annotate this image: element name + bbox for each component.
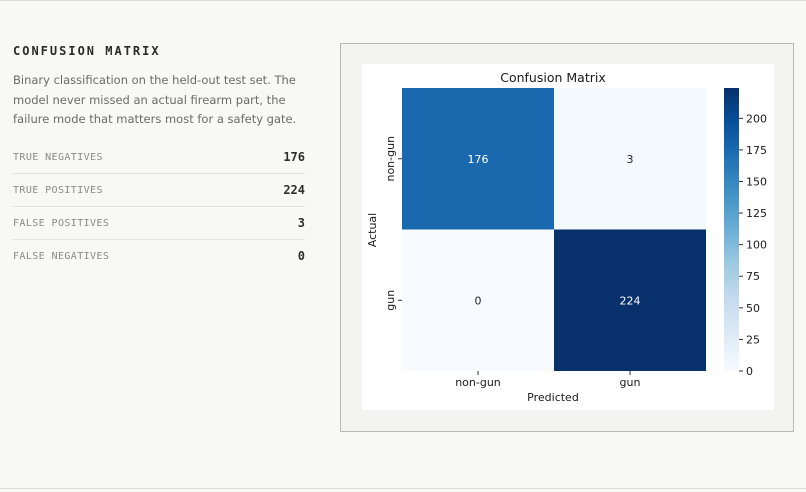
- heatmap-cell-1-1: [554, 229, 706, 371]
- y-tick-label-0: non-gun: [384, 136, 397, 182]
- top-divider: [0, 0, 806, 1]
- cell-value-0-1: 3: [627, 153, 634, 166]
- heatmap-cell-0-1: [554, 88, 706, 230]
- y-axis-label: Actual: [366, 213, 379, 247]
- colorbar-tick-label-150: 150: [746, 175, 767, 188]
- heatmap-cell-labels: 176 3 0 224: [468, 153, 641, 308]
- metric-value: 3: [297, 216, 305, 230]
- figure-frame: Confusion Matrix 176 3 0 224 non-gun gun non…: [340, 43, 794, 432]
- x-tick-label-1: gun: [620, 376, 641, 389]
- heatmap-cell-1-0: [402, 229, 554, 371]
- metric-row-false-positives: FALSE POSITIVES 3: [13, 207, 305, 240]
- confusion-matrix-chart: Confusion Matrix 176 3 0 224 non-gun gun non…: [366, 70, 767, 404]
- cell-value-1-1: 224: [620, 294, 641, 307]
- colorbar-tick-label-50: 50: [746, 302, 760, 315]
- cell-value-0-0: 176: [468, 153, 489, 166]
- metric-value: 176: [283, 150, 305, 164]
- bottom-divider: [0, 488, 806, 489]
- section-title: CONFUSION MATRIX: [13, 44, 161, 58]
- metric-label: FALSE POSITIVES: [13, 217, 110, 229]
- metric-label: FALSE NEGATIVES: [13, 250, 110, 262]
- colorbar-ticks: 0 25 50 75 100 125 150 175 200: [739, 112, 767, 378]
- heatmap-cells: [402, 88, 706, 371]
- cell-value-1-0: 0: [475, 294, 482, 307]
- metric-label: TRUE POSITIVES: [13, 184, 103, 196]
- metric-row-true-positives: TRUE POSITIVES 224: [13, 174, 305, 207]
- x-axis-label: Predicted: [527, 391, 579, 404]
- colorbar-tick-label-0: 0: [746, 365, 753, 378]
- x-tick-label-0: non-gun: [455, 376, 501, 389]
- y-tick-label-1: gun: [384, 290, 397, 311]
- metric-value: 0: [297, 249, 305, 263]
- colorbar-tick-label-25: 25: [746, 333, 760, 346]
- colorbar-tick-label-175: 175: [746, 144, 767, 157]
- colorbar-tick-label-75: 75: [746, 270, 760, 283]
- metric-value: 224: [283, 183, 305, 197]
- colorbar-tick-label-125: 125: [746, 207, 767, 220]
- colorbar-tick-label-200: 200: [746, 112, 767, 125]
- section-description: Binary classification on the held-out te…: [13, 73, 297, 126]
- metric-label: TRUE NEGATIVES: [13, 151, 103, 163]
- heatmap-cell-0-0: [402, 88, 554, 230]
- y-axis-ticks: non-gun gun: [384, 136, 402, 311]
- x-axis-ticks: non-gun gun: [455, 371, 640, 389]
- chart-title: Confusion Matrix: [500, 70, 606, 85]
- metrics-list: TRUE NEGATIVES 176 TRUE POSITIVES 224 FA…: [13, 141, 305, 272]
- figure-canvas: Confusion Matrix 176 3 0 224 non-gun gun non…: [362, 64, 774, 410]
- colorbar-tick-label-100: 100: [746, 239, 767, 252]
- metric-row-false-negatives: FALSE NEGATIVES 0: [13, 240, 305, 272]
- colorbar: [724, 88, 739, 371]
- metric-row-true-negatives: TRUE NEGATIVES 176: [13, 141, 305, 174]
